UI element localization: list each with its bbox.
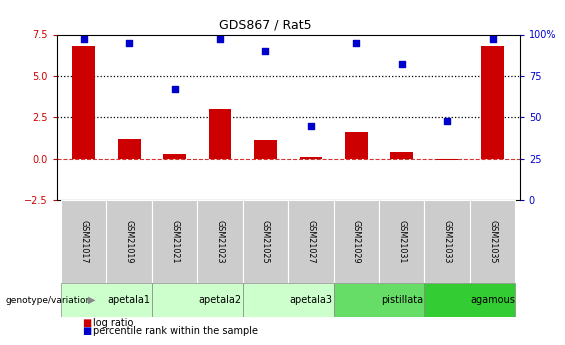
Point (215, 37, 224, 42)
Bar (333, 283, 424, 317)
Point (442, 118, 451, 124)
Text: GSM21035: GSM21035 (488, 220, 497, 263)
Bar (163, 154, 186, 159)
Bar (390, 152, 413, 159)
Text: ■: ■ (82, 326, 91, 336)
Text: genotype/variation: genotype/variation (6, 296, 92, 305)
Text: agamous: agamous (470, 295, 515, 305)
Bar (288, 200, 333, 283)
Text: GSM21027: GSM21027 (306, 220, 315, 263)
Bar (424, 200, 470, 283)
Text: pistillata: pistillata (381, 295, 423, 305)
Text: GSM21033: GSM21033 (442, 220, 451, 263)
Text: GSM21025: GSM21025 (261, 220, 270, 263)
Text: apetala2: apetala2 (198, 295, 242, 305)
Bar (436, 159, 458, 160)
Point (488, 37, 497, 42)
Point (306, 123, 315, 128)
Text: GSM21017: GSM21017 (79, 220, 88, 263)
Point (79, 37, 88, 42)
Point (397, 61, 406, 67)
Text: apetala1: apetala1 (108, 295, 151, 305)
Text: GSM21019: GSM21019 (125, 220, 134, 263)
Text: GSM21021: GSM21021 (170, 220, 179, 263)
Bar (243, 283, 333, 317)
Bar (72, 46, 95, 159)
Bar (61, 200, 106, 283)
Title: GDS867 / Rat5: GDS867 / Rat5 (219, 19, 311, 32)
Text: GSM21031: GSM21031 (397, 220, 406, 263)
Bar (61, 283, 152, 317)
Point (261, 48, 270, 54)
Point (125, 40, 134, 46)
Text: percentile rank within the sample: percentile rank within the sample (93, 326, 258, 336)
Bar (197, 200, 243, 283)
Bar (208, 109, 232, 159)
Bar (152, 200, 197, 283)
Bar (345, 132, 368, 159)
Bar (254, 140, 277, 159)
Bar (481, 46, 504, 159)
Bar (470, 200, 515, 283)
Bar (299, 157, 322, 159)
Bar (152, 283, 243, 317)
Point (352, 40, 361, 46)
Text: GSM21023: GSM21023 (215, 220, 224, 263)
Text: GSM21029: GSM21029 (352, 220, 361, 263)
Point (170, 86, 179, 92)
Text: ▶: ▶ (88, 295, 95, 305)
Bar (243, 200, 288, 283)
Bar (106, 200, 152, 283)
Bar (424, 283, 515, 317)
Bar (333, 200, 379, 283)
Bar (379, 200, 424, 283)
Text: apetala3: apetala3 (289, 295, 332, 305)
Bar (118, 139, 141, 159)
Text: log ratio: log ratio (93, 318, 133, 327)
Text: ■: ■ (82, 318, 91, 327)
